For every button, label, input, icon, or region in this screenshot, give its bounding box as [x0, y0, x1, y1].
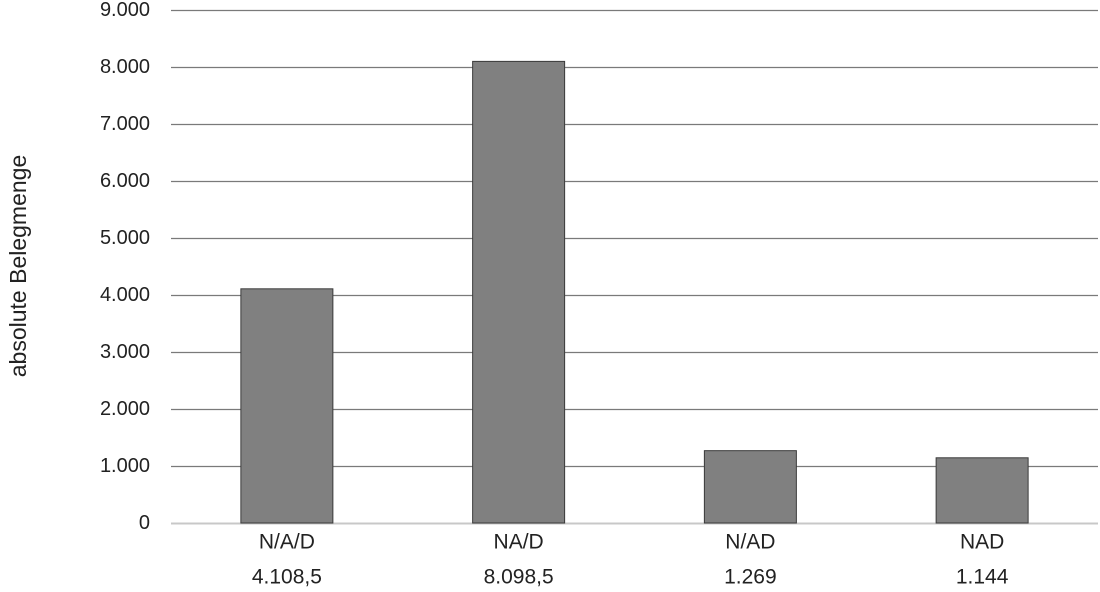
bar-value-label: 4.108,5 [252, 566, 322, 589]
y-tick-label: 9.000 [100, 0, 150, 21]
y-axis-ticks: 0 1.000 2.000 3.000 4.000 5.000 6.000 7.000 8.00… [100, 0, 150, 534]
y-tick-label: 0 [139, 512, 150, 534]
bar-value-label: 1.269 [724, 566, 777, 589]
bars [240, 60, 1029, 524]
x-axis-categories: N/A/D NA/D N/AD NAD [259, 531, 1004, 554]
bar-value-label: 8.098,5 [484, 566, 554, 589]
x-category-label: NA/D [494, 531, 544, 554]
bar-value-label: 1.144 [956, 566, 1009, 589]
bar [703, 450, 797, 524]
y-tick-label: 6.000 [100, 170, 150, 192]
y-tick-label: 3.000 [100, 341, 150, 363]
y-tick-label: 7.000 [100, 113, 150, 135]
y-tick-label: 5.000 [100, 227, 150, 249]
bar [472, 60, 566, 524]
x-category-label: NAD [960, 531, 1004, 554]
y-tick-label: 2.000 [100, 398, 150, 420]
bar [935, 457, 1029, 524]
x-category-label: N/A/D [259, 531, 315, 554]
x-category-label: N/AD [725, 531, 775, 554]
y-tick-label: 8.000 [100, 56, 150, 78]
y-tick-label: 1.000 [100, 455, 150, 477]
y-tick-label: 4.000 [100, 284, 150, 306]
bar [240, 288, 334, 524]
value-labels: 4.108,5 8.098,5 1.269 1.144 [252, 566, 1009, 589]
y-axis-label: absolute Belegmenge [5, 155, 31, 378]
